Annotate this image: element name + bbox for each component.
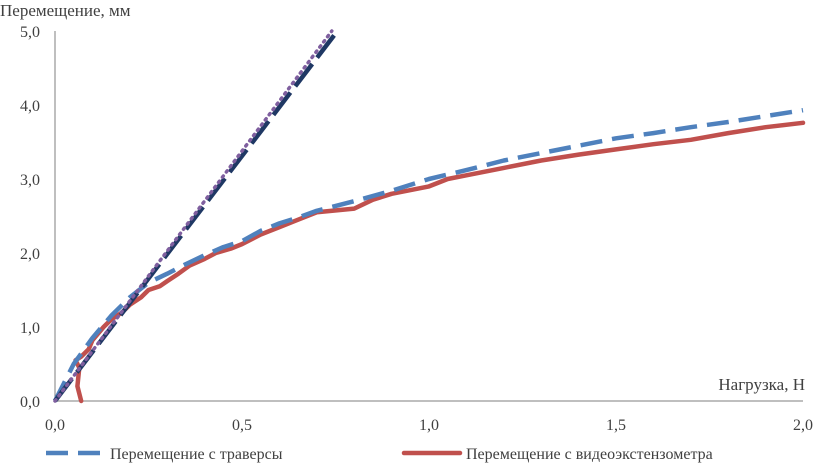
x-tick-label: 2,0 (793, 417, 813, 434)
x-tick-label: 1,5 (606, 417, 626, 434)
legend-label-1: Перемещение с видеоэкстензометра (466, 446, 713, 463)
y-tick-label: 0,0 (20, 394, 40, 411)
y-tick-label: 5,0 (20, 24, 40, 41)
legend: Перемещение с траверсы Перемещение с виде… (46, 446, 713, 463)
y-tick-label: 3,0 (20, 172, 40, 189)
x-axis-title: Нагрузка, Н (718, 375, 805, 394)
y-tick-label: 1,0 (20, 320, 40, 337)
y-axis-title: Перемещение, мм (0, 1, 131, 20)
y-tick-labels: 0,0 1,0 2,0 3,0 4,0 5,0 (20, 24, 40, 411)
series-line-3 (53, 29, 334, 403)
y-tick-label: 4,0 (20, 98, 40, 115)
x-tick-label: 0,5 (232, 417, 252, 434)
x-tick-label: 1,0 (419, 417, 439, 434)
x-tick-labels: 0,0 0,5 1,0 1,5 2,0 (45, 417, 813, 434)
y-tick-label: 2,0 (20, 246, 40, 263)
x-tick-label: 0,0 (45, 417, 65, 434)
legend-label-0: Перемещение с траверсы (110, 446, 283, 463)
series-line-2 (53, 29, 340, 403)
series-line-1 (73, 120, 806, 404)
series-layer (52, 29, 806, 404)
